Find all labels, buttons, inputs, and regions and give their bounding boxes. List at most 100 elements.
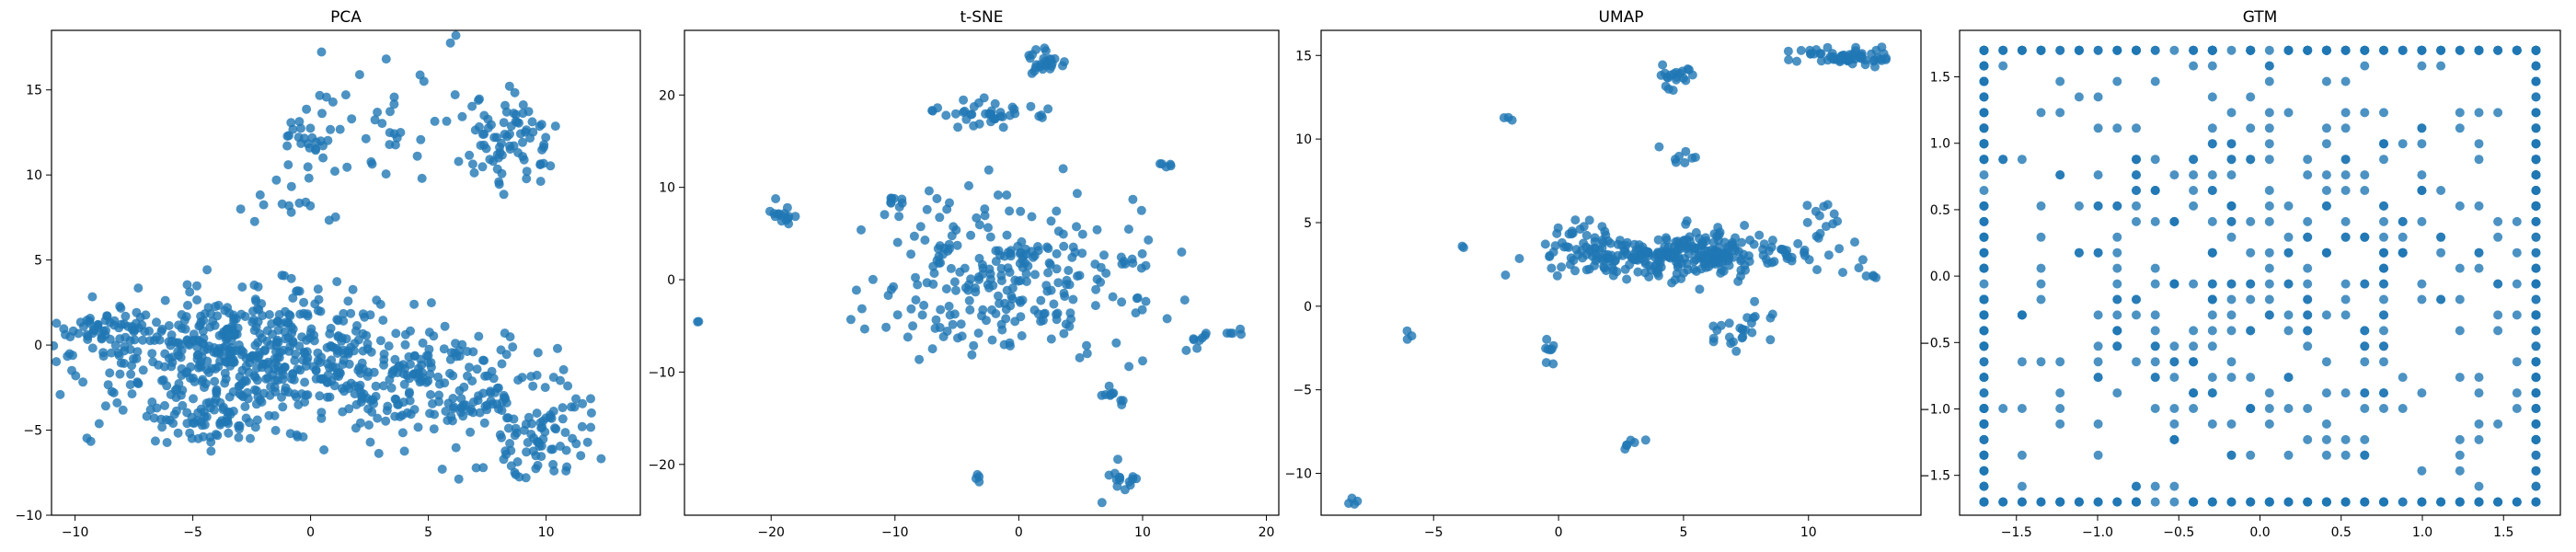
data-point [2017, 155, 2027, 165]
data-point [2207, 341, 2217, 351]
data-point [98, 348, 109, 358]
data-point [897, 194, 907, 204]
data-point [478, 463, 489, 473]
data-point [2264, 108, 2274, 118]
data-point [223, 408, 233, 418]
data-point [945, 198, 954, 208]
data-point [446, 411, 456, 421]
data-point [397, 410, 408, 420]
data-point [1133, 293, 1143, 303]
data-point [283, 387, 293, 397]
data-point [1457, 241, 1467, 251]
data-point [1136, 205, 1146, 215]
data-point [1881, 53, 1892, 63]
data-point [1979, 357, 1989, 367]
data-point [1724, 318, 1734, 328]
data-point [1767, 309, 1777, 319]
data-point [2207, 497, 2217, 507]
data-point [2036, 108, 2046, 118]
data-point [2093, 310, 2103, 320]
data-point [991, 257, 1001, 267]
data-point [2360, 61, 2370, 71]
data-point [1053, 278, 1064, 288]
data-point [2379, 497, 2388, 507]
data-point [160, 349, 170, 359]
data-point [1027, 212, 1037, 222]
data-point [127, 389, 137, 399]
data-point [190, 418, 200, 428]
data-point [2417, 497, 2427, 507]
data-point [1501, 270, 1511, 280]
data-point [467, 159, 477, 169]
data-point [2303, 310, 2313, 320]
data-point [409, 299, 420, 309]
data-point [293, 286, 303, 296]
data-point [2379, 201, 2388, 211]
data-point [928, 261, 938, 271]
data-point [2017, 310, 2027, 320]
data-point [479, 418, 489, 428]
data-point [125, 380, 135, 390]
data-point [2169, 497, 2179, 507]
data-point [339, 386, 349, 397]
data-point [990, 98, 1000, 109]
data-point [465, 150, 475, 160]
data-point [511, 469, 521, 479]
data-point [1075, 352, 1085, 362]
data-point [1514, 254, 1524, 263]
data-point [451, 443, 461, 453]
data-point [1658, 60, 1668, 70]
data-point [110, 340, 121, 351]
data-point [2303, 497, 2313, 507]
data-point [2246, 450, 2256, 460]
data-point [1979, 155, 1989, 165]
data-point [2226, 450, 2237, 460]
data-point [2360, 108, 2370, 118]
data-point [932, 193, 942, 203]
data-point [2036, 45, 2046, 55]
data-point [381, 416, 391, 426]
data-point [52, 340, 59, 351]
data-point [1108, 388, 1118, 398]
data-point [1622, 440, 1632, 450]
data-point [1979, 466, 1989, 476]
data-point [2455, 45, 2465, 55]
data-point [330, 167, 339, 177]
data-point [538, 416, 548, 426]
data-point [1615, 236, 1625, 246]
data-point [298, 431, 308, 442]
data-point [328, 97, 338, 107]
data-point [240, 312, 250, 321]
data-point [1585, 247, 1595, 257]
x-tick-label: −1.0 [2082, 525, 2113, 540]
data-point [315, 90, 325, 100]
data-point [1036, 295, 1046, 305]
data-point [1793, 238, 1803, 248]
y-tick-label: 10 [1295, 132, 1312, 147]
data-point [2150, 481, 2160, 491]
data-point [1682, 244, 1691, 254]
data-point [2398, 216, 2408, 226]
data-point [2436, 61, 2446, 71]
data-point [2169, 481, 2179, 491]
data-point [527, 419, 536, 429]
data-point [1599, 261, 1609, 271]
data-point [351, 399, 362, 409]
data-point [2189, 497, 2199, 507]
data-point [2226, 108, 2237, 118]
data-point [1037, 112, 1047, 122]
data-point [857, 304, 867, 314]
data-point [209, 405, 219, 415]
data-point [2093, 450, 2103, 460]
data-point [2474, 419, 2484, 429]
data-point [540, 427, 550, 437]
y-tick-label: 0 [34, 339, 42, 353]
data-point [1610, 256, 1619, 266]
data-point [1065, 308, 1075, 318]
data-point [109, 388, 119, 397]
data-point [298, 355, 308, 365]
data-point [1016, 312, 1026, 322]
data-point [138, 365, 148, 375]
data-point [2321, 76, 2331, 86]
data-point [497, 150, 507, 160]
